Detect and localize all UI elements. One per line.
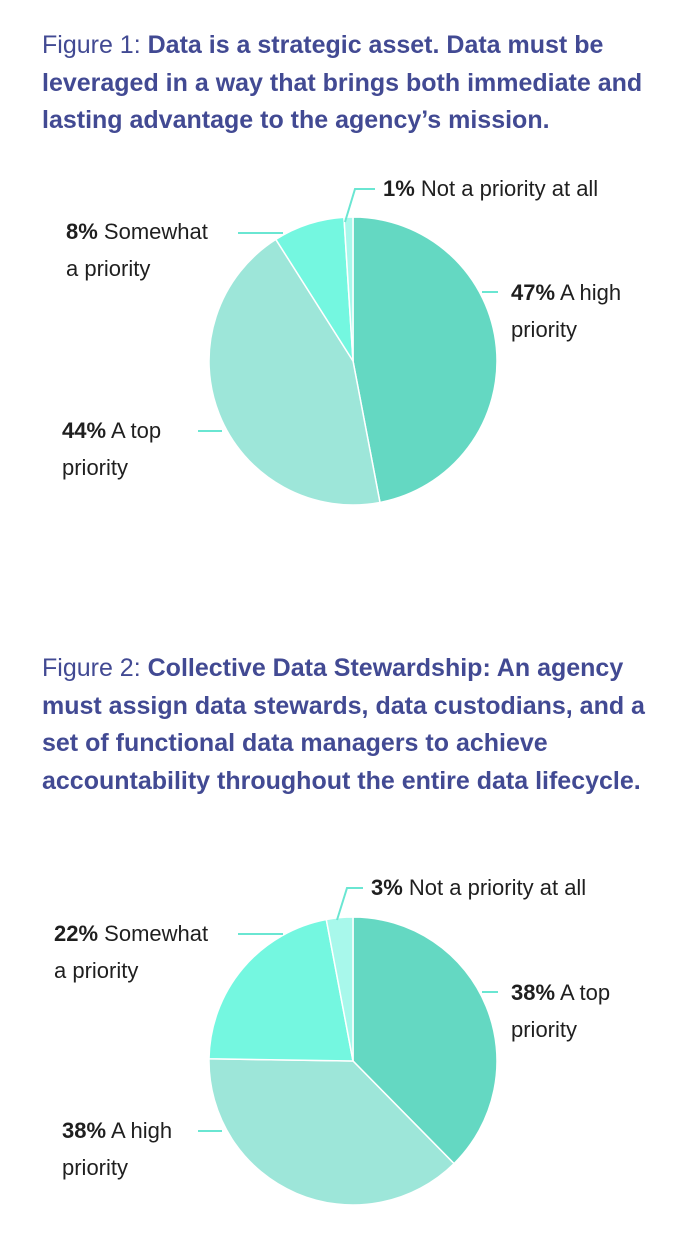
leader-line <box>344 188 375 223</box>
pie-slice <box>208 918 354 1062</box>
pie-slice <box>352 216 498 504</box>
pie-chart: 38% A top priority 38% A high priority 22% S… <box>54 875 610 1206</box>
leader-line <box>336 887 363 921</box>
slice-percent: 1% <box>383 176 415 201</box>
slice-percent: 8% <box>66 219 98 244</box>
pie-slice <box>343 216 354 362</box>
slice-label: 38% A top priority <box>511 980 610 1042</box>
figure-caption: Figure 1: Data is a strategic asset. Dat… <box>42 27 672 140</box>
slice-label: 1% Not a priority at all <box>383 176 598 201</box>
slice-percent: 38% <box>62 1118 106 1143</box>
slice-percent: 47% <box>511 280 555 305</box>
slice-label: 22% Somewhat a priority <box>54 921 208 983</box>
figure-title: Data is a strategic asset. Data must be … <box>42 31 643 134</box>
pie-chart: 47% A high priority 44% A top priority 8% So… <box>62 176 621 506</box>
figure-title: Collective Data Stewardship: An agency m… <box>42 654 645 795</box>
slice-percent: 22% <box>54 921 98 946</box>
slice-percent: 44% <box>62 418 106 443</box>
pie-slice <box>352 916 498 1165</box>
slice-label: 44% A top priority <box>62 418 161 480</box>
pie-slice <box>208 238 381 506</box>
figure-label: Figure 1: <box>42 31 141 59</box>
figure-2: Figure 2: Collective Data Stewardship: A… <box>0 630 700 1250</box>
slice-percent: 3% <box>371 875 403 900</box>
slice-label: 47% A high priority <box>511 280 621 342</box>
pie-slice <box>208 1057 456 1206</box>
figure-1: Figure 1: Data is a strategic asset. Dat… <box>0 0 700 600</box>
slice-label: 3% Not a priority at all <box>371 875 586 900</box>
slice-label: 8% Somewhat a priority <box>66 219 208 281</box>
slice-percent: 38% <box>511 980 555 1005</box>
figure-caption: Figure 2: Collective Data Stewardship: A… <box>42 650 672 800</box>
figure-label: Figure 2: <box>42 654 141 682</box>
slice-label: 38% A high priority <box>62 1118 172 1180</box>
pie-slice <box>325 916 354 1062</box>
